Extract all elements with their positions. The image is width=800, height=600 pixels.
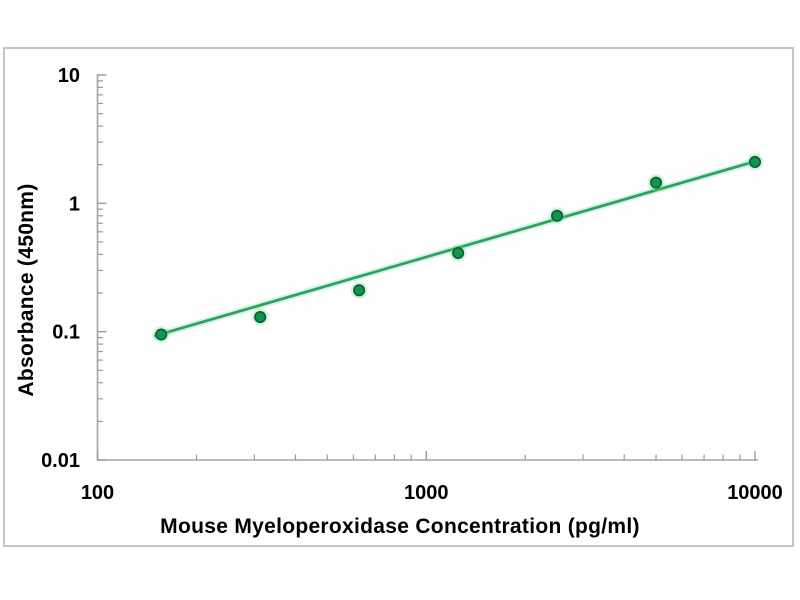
data-point — [353, 284, 366, 297]
data-point — [155, 328, 168, 341]
y-tick-label-1: 1 — [69, 193, 80, 215]
data-point — [748, 155, 762, 169]
y-tick-label-10: 10 — [58, 65, 80, 87]
x-tick-label-100: 100 — [81, 482, 114, 504]
y-tick-label-0.1: 0.1 — [52, 322, 80, 344]
x-tick-label-10000: 10000 — [727, 482, 783, 504]
data-point — [649, 176, 663, 189]
x-tick-label-1000: 1000 — [404, 482, 449, 504]
chart-frame — [3, 47, 794, 547]
data-point — [254, 310, 267, 324]
data-point — [551, 209, 564, 222]
y-axis-title: Absorbance (450nm) — [15, 183, 38, 396]
data-point — [452, 246, 465, 260]
x-axis-title: Mouse Myeloperoxidase Concentration (pg/… — [160, 515, 640, 538]
y-tick-label-0.01: 0.01 — [41, 450, 80, 472]
